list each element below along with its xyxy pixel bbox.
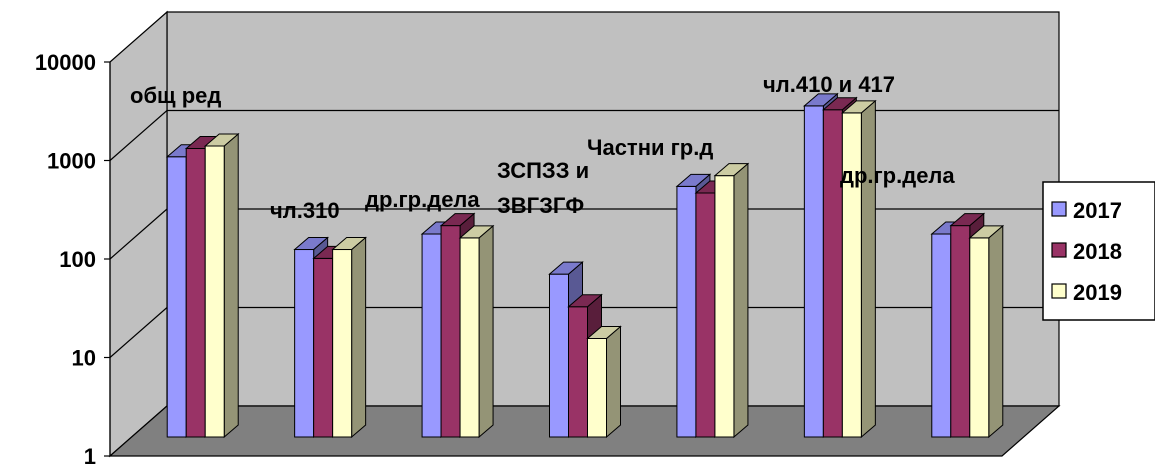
bar-side-2019 bbox=[733, 162, 749, 439]
bar-2019 bbox=[587, 338, 607, 438]
category-label: др.гр.дела bbox=[365, 187, 480, 212]
bar-top-2018 bbox=[949, 213, 986, 227]
bar-top-2019 bbox=[458, 225, 495, 239]
bar-2018 bbox=[695, 192, 716, 438]
category-label: ЗСПЗЗ и bbox=[497, 158, 589, 183]
legend-label: 2019 bbox=[1073, 280, 1122, 305]
legend-label: 2017 bbox=[1073, 198, 1122, 223]
bar-2018 bbox=[822, 109, 843, 438]
bar-top-2019 bbox=[203, 133, 240, 147]
bar-2017 bbox=[676, 185, 697, 438]
y-tick-label: 1 bbox=[84, 444, 96, 465]
bar-2019 bbox=[204, 145, 225, 438]
bar-2018 bbox=[440, 225, 461, 438]
category-label: чл.310 bbox=[270, 198, 340, 223]
category-label: общ ред bbox=[130, 83, 221, 108]
category-label: ЗВГЗГФ bbox=[497, 193, 584, 218]
bar-2017 bbox=[931, 233, 952, 438]
y-tick-label: 10 bbox=[72, 346, 96, 371]
bar-side-2019 bbox=[606, 325, 621, 439]
bar-2017 bbox=[421, 233, 442, 438]
y-tick-label: 10000 bbox=[35, 50, 96, 75]
bar-2017 bbox=[294, 249, 315, 438]
legend-swatch bbox=[1051, 201, 1067, 217]
bar-top-2019 bbox=[586, 326, 622, 339]
y-tick-label: 1000 bbox=[47, 149, 96, 174]
bar-side-2019 bbox=[351, 236, 367, 439]
legend-swatch bbox=[1051, 283, 1067, 299]
bar-side-2019 bbox=[988, 224, 1004, 439]
bar-side-2019 bbox=[478, 224, 494, 439]
bar-top-2019 bbox=[841, 100, 877, 114]
legend-swatch bbox=[1051, 242, 1067, 258]
y-tick-label: 100 bbox=[59, 247, 96, 272]
bar-top-2017 bbox=[548, 261, 584, 275]
bar-2019 bbox=[841, 112, 862, 438]
bar-2018 bbox=[950, 225, 971, 438]
category-label: чл.410 и 417 bbox=[763, 72, 895, 97]
bar-2017 bbox=[549, 273, 569, 438]
category-label: Частни гр.д bbox=[587, 135, 713, 160]
bar-top-2018 bbox=[822, 97, 858, 111]
bar-2018 bbox=[313, 257, 334, 438]
bar-top-2017 bbox=[803, 93, 839, 107]
bar-2019 bbox=[332, 249, 353, 438]
bar-top-2017 bbox=[293, 237, 329, 251]
bar-2018 bbox=[568, 306, 588, 438]
legend-label: 2018 bbox=[1073, 239, 1122, 264]
bar-2019 bbox=[969, 237, 990, 438]
bar-2017 bbox=[166, 156, 187, 438]
bar-top-2017 bbox=[675, 173, 712, 187]
gridline bbox=[109, 109, 1059, 161]
bar-2017 bbox=[803, 105, 824, 438]
bar-top-2019 bbox=[331, 237, 367, 251]
bar-2019 bbox=[459, 237, 480, 438]
bar-side-2019 bbox=[860, 99, 876, 439]
bar-top-2018 bbox=[567, 294, 603, 308]
bar-side-2019 bbox=[223, 132, 239, 439]
bar-top-2019 bbox=[968, 225, 1005, 239]
bar-2019 bbox=[714, 175, 735, 438]
bar-top-2019 bbox=[713, 163, 750, 177]
category-label: др.гр.дела bbox=[840, 163, 955, 188]
bar-top-2018 bbox=[439, 213, 476, 227]
bar-2018 bbox=[185, 147, 206, 438]
